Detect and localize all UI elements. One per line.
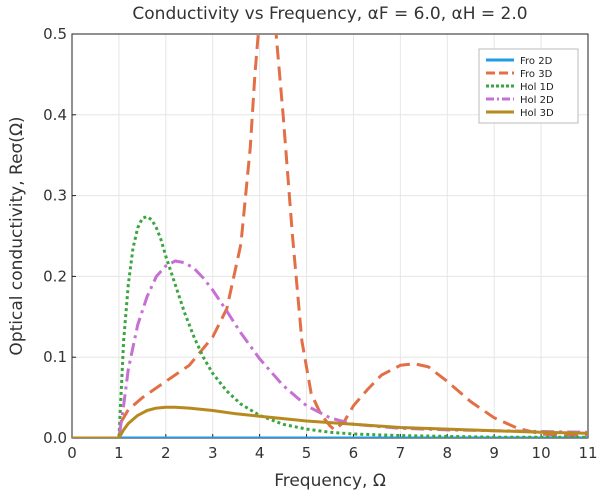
series-line-hol-2d (72, 259, 588, 438)
y-tick-label: 0.5 (43, 25, 67, 43)
x-tick-label: 1 (114, 444, 124, 462)
series-line-hol-1d (72, 215, 588, 438)
legend-label-hol-1d: Hol 1D (520, 82, 554, 93)
series-line-hol-3d (72, 405, 588, 438)
legend-label-fro-2d: Fro 2D (520, 56, 553, 67)
legend-label-hol-3d: Hol 3D (520, 108, 554, 119)
x-tick-label: 2 (161, 444, 171, 462)
x-axis-label: Frequency, Ω (274, 471, 386, 491)
x-tick-label: 7 (396, 444, 406, 462)
y-tick-label: 0.0 (43, 429, 67, 447)
x-tick-label: 0 (67, 444, 77, 462)
chart-title: Conductivity vs Frequency, αF = 6.0, αH … (132, 4, 527, 24)
x-tick-label: 4 (255, 444, 265, 462)
y-axis-ticks: 0.0 0.1 0.2 0.3 0.4 0.5 (43, 25, 76, 447)
legend: Fro 2D Fro 3D Hol 1D Hol 2D Hol 3D (478, 48, 579, 124)
y-tick-label: 0.2 (43, 267, 67, 285)
legend-label-hol-2d: Hol 2D (520, 95, 554, 106)
x-tick-label: 5 (302, 444, 312, 462)
x-tick-label: 10 (532, 444, 551, 462)
x-axis-ticks: 0 1 2 3 4 5 6 7 8 9 10 11 (67, 434, 598, 462)
x-tick-label: 11 (578, 444, 597, 462)
legend-label-fro-3d: Fro 3D (520, 69, 553, 80)
series-line-fro-3d (72, 34, 588, 438)
x-tick-label: 8 (442, 444, 452, 462)
x-tick-label: 6 (349, 444, 359, 462)
y-tick-label: 0.1 (43, 348, 67, 366)
y-axis-label: Optical conductivity, Reσ(Ω) (7, 116, 27, 355)
y-tick-label: 0.3 (43, 187, 67, 205)
y-tick-label: 0.4 (43, 106, 67, 124)
series-layer (72, 34, 588, 438)
x-tick-label: 3 (208, 444, 218, 462)
x-tick-label: 9 (489, 444, 499, 462)
